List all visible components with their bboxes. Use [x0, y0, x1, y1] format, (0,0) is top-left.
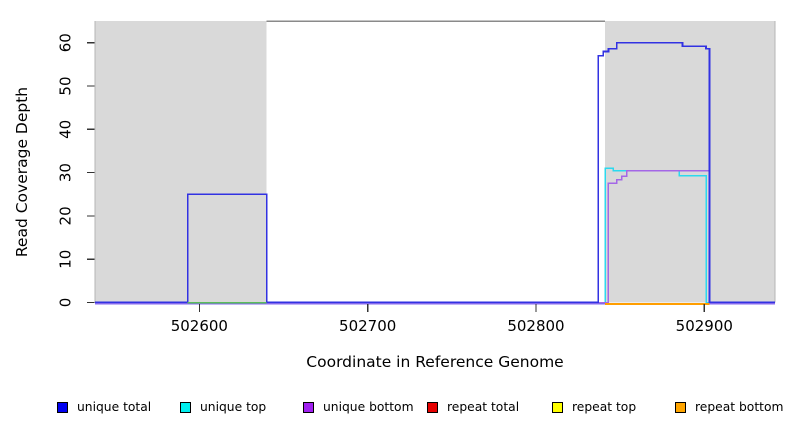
- y-axis-title: Read Coverage Depth: [13, 87, 31, 257]
- y-tick-label: 30: [57, 163, 75, 182]
- legend-item-repeat-total: repeat total: [427, 398, 519, 416]
- legend-item-unique-bottom: unique bottom: [303, 398, 414, 416]
- shaded-region: [605, 21, 775, 303]
- legend-label: repeat total: [447, 400, 520, 414]
- y-axis: 0 10 20 30 40 50 60: [57, 33, 95, 307]
- shaded-repeat-regions: [95, 21, 775, 303]
- y-tick-label: 40: [57, 120, 75, 139]
- y-tick-label: 10: [57, 250, 75, 269]
- legend-item-repeat-top: repeat top: [552, 398, 636, 416]
- y-tick-label: 50: [57, 76, 75, 95]
- y-tick-label: 0: [57, 298, 75, 308]
- legend-label: unique bottom: [323, 400, 414, 414]
- coverage-series-lines: [95, 41, 775, 305]
- legend-item-unique-top: unique top: [180, 398, 266, 416]
- x-axis-title: Coordinate in Reference Genome: [306, 353, 563, 371]
- legend-swatch-unique-total: [57, 401, 68, 413]
- legend-label: repeat top: [572, 400, 637, 414]
- legend-swatch-repeat-total: [427, 401, 438, 413]
- x-tick-label: 502900: [676, 317, 733, 335]
- legend-item-repeat-bottom: repeat bottom: [675, 398, 783, 416]
- y-tick-label: 60: [57, 33, 75, 52]
- legend-swatch-repeat-top: [552, 401, 563, 413]
- x-axis: 502600 502700 502800 502900: [171, 304, 733, 335]
- plot-box-border: [94, 20, 776, 303]
- legend-swatch-unique-bottom: [303, 401, 314, 413]
- legend-item-unique-total: unique total: [57, 398, 151, 416]
- y-tick-label: 20: [57, 206, 75, 225]
- legend-label: repeat bottom: [695, 400, 784, 414]
- legend-swatch-unique-top: [180, 401, 191, 413]
- x-tick-label: 502700: [339, 317, 396, 335]
- x-tick-label: 502800: [507, 317, 564, 335]
- legend-label: unique top: [200, 400, 267, 414]
- legend-label: unique total: [77, 400, 152, 414]
- series-line-unique-total: [95, 41, 775, 304]
- x-tick-label: 502600: [171, 317, 228, 335]
- legend-swatch-repeat-bottom: [675, 401, 686, 413]
- shaded-region: [95, 21, 267, 303]
- legend: unique total unique top unique bottom repea…: [0, 398, 792, 418]
